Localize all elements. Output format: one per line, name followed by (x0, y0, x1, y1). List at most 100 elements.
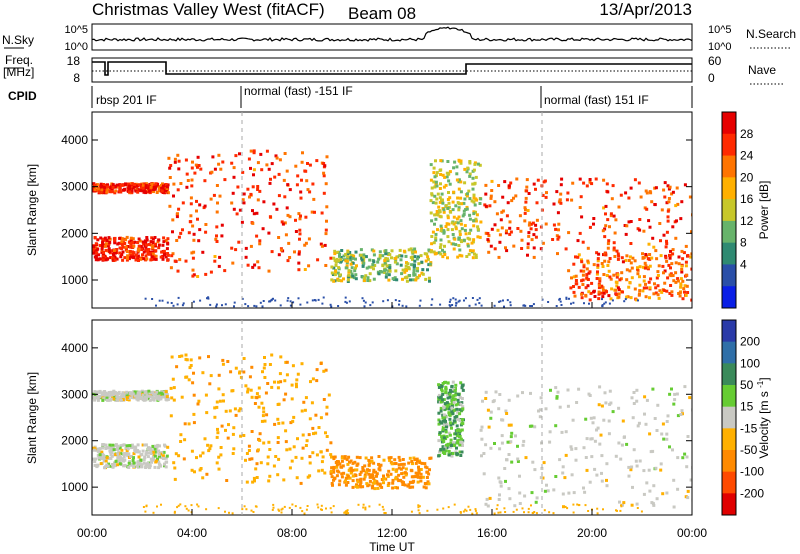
heatmap-cell (642, 275, 646, 279)
heatmap-cell (672, 402, 676, 406)
ground-scatter-cell (152, 511, 155, 514)
heatmap-cell (127, 182, 131, 186)
heatmap-cell (143, 456, 147, 460)
heatmap-cell (367, 472, 371, 476)
heatmap-cell (486, 232, 490, 235)
heatmap-cell (252, 151, 256, 155)
heatmap-cell (258, 438, 262, 442)
heatmap-cell (337, 266, 341, 270)
heatmap-cell (213, 406, 217, 410)
heatmap-cell (325, 448, 329, 452)
heatmap-cell (146, 455, 150, 459)
heatmap-cell (332, 279, 336, 283)
heatmap-cell (130, 250, 134, 254)
heatmap-cell (176, 269, 180, 273)
heatmap-cell (605, 182, 609, 186)
ground-scatter-cell (523, 304, 526, 307)
heatmap-cell (262, 441, 266, 445)
heatmap-cell (421, 475, 425, 479)
heatmap-cell (437, 439, 441, 443)
heatmap-cell (128, 444, 132, 448)
heatmap-cell (472, 168, 476, 172)
heatmap-cell (161, 243, 165, 247)
ground-scatter-cell (442, 507, 445, 510)
date-label: 13/Apr/2013 (599, 0, 692, 19)
heatmap-cell (133, 183, 137, 186)
heatmap-cell (468, 249, 472, 253)
ground-scatter-cell (261, 305, 264, 308)
heatmap-cell (308, 190, 312, 194)
heatmap-cell (437, 411, 441, 415)
heatmap-cell (217, 467, 221, 471)
heatmap-cell (314, 431, 318, 435)
heatmap-cell (167, 156, 171, 160)
heatmap-cell (151, 252, 155, 256)
heatmap-cell (460, 401, 464, 405)
heatmap-cell (467, 252, 471, 256)
heatmap-cell (118, 457, 122, 461)
heatmap-cell (330, 482, 334, 485)
heatmap-cell (244, 384, 248, 388)
heatmap-cell (197, 164, 201, 167)
heatmap-cell (136, 463, 140, 467)
ground-scatter-cell (468, 304, 471, 307)
heatmap-cell (451, 208, 455, 212)
ground-scatter-cell (221, 304, 223, 307)
heatmap-cell (457, 180, 461, 184)
heatmap-cell (607, 432, 611, 436)
heatmap-cell (131, 252, 135, 256)
heatmap-cell (116, 463, 120, 467)
heatmap-cell (663, 281, 667, 285)
heatmap-cell (92, 448, 96, 452)
ground-scatter-cell (224, 303, 227, 306)
heatmap-cell (535, 218, 539, 222)
ground-scatter-cell (572, 503, 575, 506)
heatmap-cell (207, 355, 210, 359)
heatmap-cell (403, 483, 407, 487)
heatmap-cell (320, 244, 324, 248)
heatmap-cell (334, 260, 338, 264)
heatmap-cell (463, 181, 467, 185)
heatmap-cell (635, 399, 639, 403)
ground-scatter-cell (269, 300, 272, 303)
heatmap-cell (244, 255, 248, 259)
heatmap-cell (402, 475, 406, 479)
heatmap-cell (139, 465, 143, 469)
heatmap-cell (458, 229, 462, 233)
heatmap-cell (456, 410, 460, 414)
ground-scatter-cell (552, 512, 555, 515)
heatmap-cell (390, 256, 393, 260)
heatmap-cell (277, 457, 281, 461)
heatmap-cell (190, 178, 194, 182)
heatmap-cell (279, 355, 283, 359)
heatmap-cell (248, 457, 252, 461)
heatmap-cell (471, 256, 475, 260)
ground-scatter-cell (568, 297, 570, 300)
noise-left-label: N.Sky (2, 33, 34, 47)
heatmap-cell (439, 182, 442, 186)
heatmap-cell (356, 462, 360, 466)
heatmap-cell (187, 378, 191, 382)
heatmap-cell (258, 239, 262, 243)
heatmap-cell (373, 480, 377, 484)
heatmap-cell (465, 255, 469, 258)
heatmap-cell (154, 185, 158, 189)
heatmap-cell (363, 475, 367, 479)
heatmap-cell (433, 194, 437, 198)
heatmap-cell (686, 291, 690, 294)
heatmap-cell (191, 160, 194, 164)
heatmap-cell (345, 264, 349, 268)
x-tick-label: 16:00 (477, 526, 507, 540)
ground-scatter-cell (177, 504, 180, 507)
heatmap-cell (458, 395, 462, 399)
heatmap-cell (439, 173, 443, 176)
heatmap-cell (193, 470, 196, 474)
heatmap-cell (250, 457, 254, 461)
heatmap-cell (652, 245, 656, 249)
heatmap-cell (569, 445, 573, 449)
heatmap-cell (442, 208, 446, 212)
heatmap-cell (461, 418, 464, 422)
heatmap-cell (401, 466, 405, 470)
heatmap-cell (445, 222, 449, 226)
heatmap-cell (662, 271, 665, 275)
